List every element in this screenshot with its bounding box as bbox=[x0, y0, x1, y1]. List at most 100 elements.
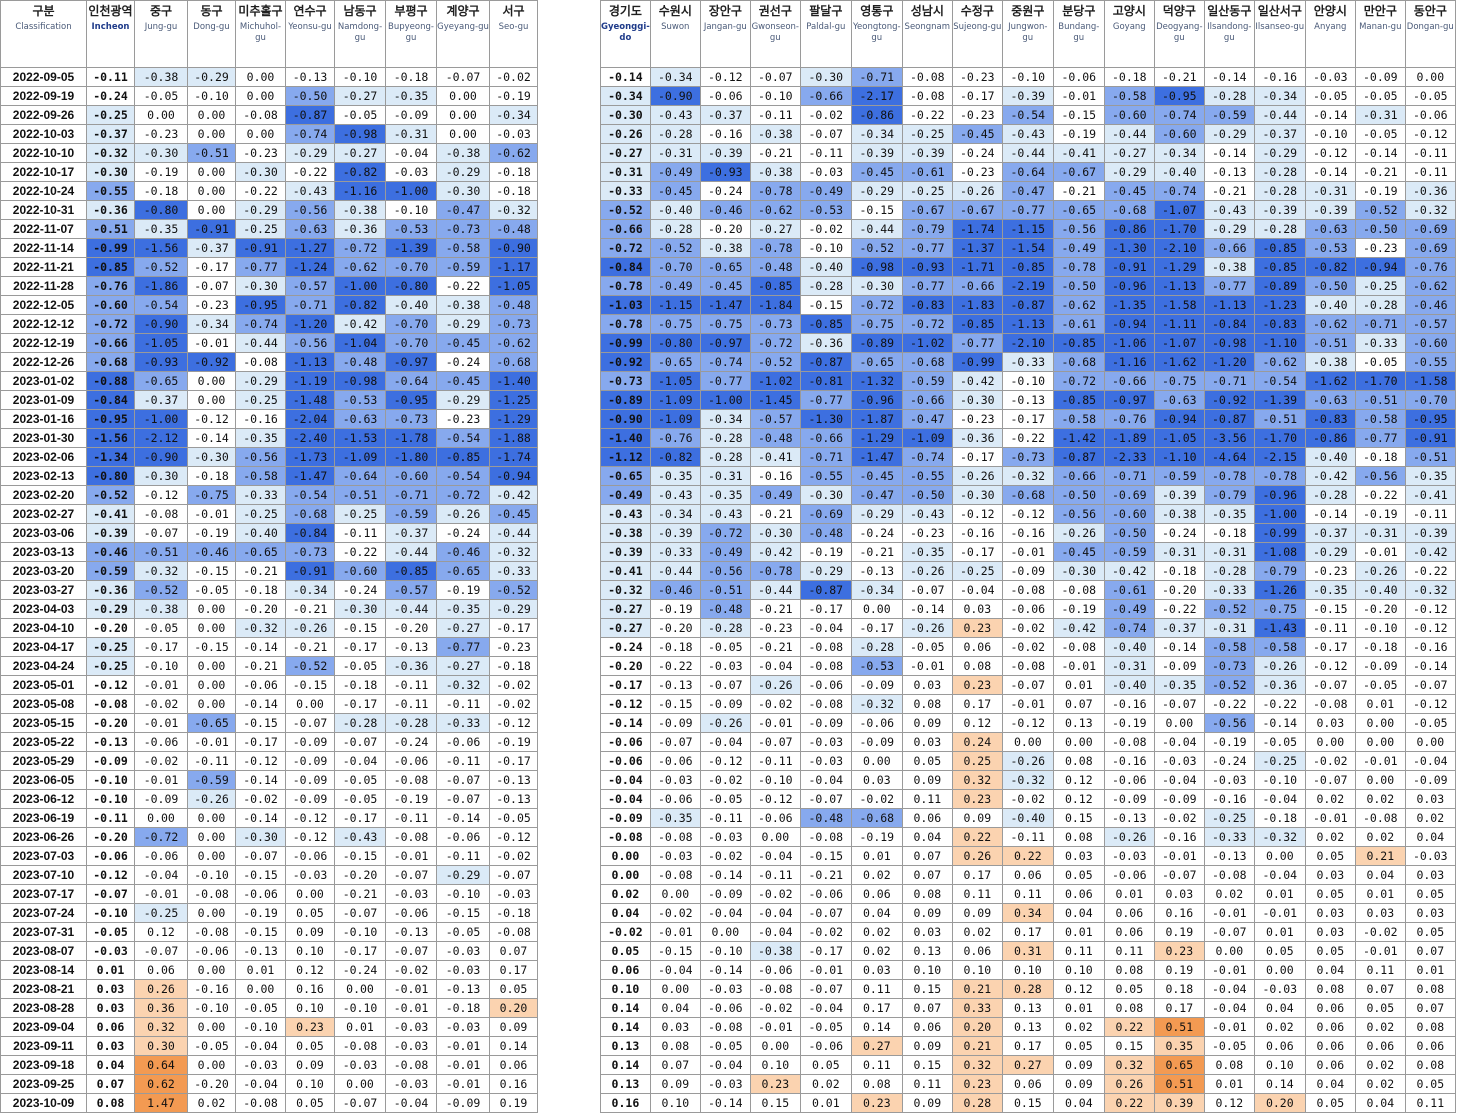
date-cell: 2023-05-15 bbox=[0, 713, 87, 733]
value-cell: -0.30 bbox=[235, 162, 286, 182]
value-cell: -0.45 bbox=[699, 276, 751, 296]
value-cell: -0.18 bbox=[489, 162, 538, 182]
value-cell: -0.34 bbox=[600, 86, 651, 106]
value-cell: -1.58 bbox=[1153, 295, 1205, 315]
value-cell: -0.19 bbox=[385, 789, 437, 809]
value-cell: -0.56 bbox=[285, 200, 335, 220]
value-cell: -0.08 bbox=[1052, 580, 1105, 600]
value-cell: -0.15 bbox=[235, 713, 286, 733]
value-cell: -0.03 bbox=[489, 884, 538, 904]
value-cell: 0.00 bbox=[187, 694, 236, 714]
value-cell: -0.73 bbox=[600, 371, 651, 391]
value-cell: 0.00 bbox=[749, 1036, 801, 1056]
value-cell: 0.07 bbox=[901, 846, 953, 866]
table-row: -0.31 -0.49 -0.93 -0.38 -0.03 -0.45 -0.61 -0.23… bbox=[600, 162, 1456, 182]
date-cell: 2023-06-26 bbox=[0, 827, 87, 847]
value-cell: -1.74 bbox=[951, 219, 1003, 239]
value-cell: -1.00 bbox=[699, 390, 751, 410]
date-cell: 2023-08-28 bbox=[0, 998, 87, 1018]
value-cell: 0.02 bbox=[1354, 1074, 1406, 1094]
value-cell: -0.17 bbox=[799, 941, 852, 961]
value-cell: -0.05 bbox=[334, 105, 386, 125]
value-cell: 0.08 bbox=[1404, 979, 1456, 999]
value-cell: -0.16 bbox=[1203, 789, 1255, 809]
value-cell: -0.72 bbox=[134, 827, 188, 847]
value-cell: 0.27 bbox=[1001, 1055, 1054, 1075]
value-cell: -0.09 bbox=[285, 751, 335, 771]
value-cell: -0.17 bbox=[951, 86, 1003, 106]
col-header-en: Jangan-gu bbox=[703, 22, 747, 32]
value-cell: -0.08 bbox=[1103, 732, 1155, 752]
value-cell: -0.01 bbox=[1203, 960, 1255, 980]
value-cell: -0.87 bbox=[1203, 409, 1255, 429]
value-cell: -0.40 bbox=[1103, 637, 1155, 657]
value-cell: -0.50 bbox=[1052, 485, 1105, 505]
value-cell: -0.72 bbox=[436, 485, 490, 505]
value-cell: -0.37 bbox=[1153, 618, 1205, 638]
value-cell: 0.12 bbox=[1052, 770, 1105, 790]
value-cell: -0.06 bbox=[649, 751, 701, 771]
value-cell: 0.32 bbox=[1103, 1055, 1155, 1075]
value-cell: -0.51 bbox=[134, 542, 188, 562]
value-cell: 0.01 bbox=[1052, 998, 1105, 1018]
value-cell: 0.02 bbox=[850, 941, 903, 961]
value-cell: 0.03 bbox=[1404, 903, 1456, 923]
value-cell: -0.45 bbox=[951, 124, 1003, 144]
table-row: -1.12 -0.82 -0.28 -0.41 -0.71 -1.47 -0.74 -0.17… bbox=[600, 447, 1456, 467]
value-cell: -0.05 bbox=[334, 770, 386, 790]
value-cell: 0.23 bbox=[951, 675, 1003, 695]
value-cell: -0.31 bbox=[1354, 523, 1406, 543]
value-cell: -0.49 bbox=[699, 542, 751, 562]
table-row: 2022-09-19 -0.24 -0.05 -0.10 0.00 -0.50 -0.27-… bbox=[0, 86, 538, 106]
value-cell: -0.38 bbox=[600, 523, 651, 543]
value-cell: 0.01 bbox=[850, 846, 903, 866]
value-cell: 0.02 bbox=[600, 884, 651, 904]
incheon-header-row: 구분 Classification 인천광역 Incheon 중구 Jung-gu 동구 Do… bbox=[0, 0, 538, 68]
value-cell: -0.10 bbox=[86, 903, 135, 923]
value-cell: -0.01 bbox=[385, 979, 437, 999]
value-cell: -0.29 bbox=[86, 599, 135, 619]
value-cell: -0.40 bbox=[1001, 808, 1054, 828]
value-cell: -0.35 bbox=[901, 542, 953, 562]
value-cell: -0.10 bbox=[187, 86, 236, 106]
value-cell: -0.49 bbox=[600, 485, 651, 505]
value-cell: -0.93 bbox=[134, 352, 188, 372]
value-cell: -0.38 bbox=[749, 162, 801, 182]
value-cell: -0.08 bbox=[901, 86, 953, 106]
value-cell: -0.93 bbox=[699, 162, 751, 182]
value-cell: 0.00 bbox=[850, 599, 903, 619]
value-cell: -0.19 bbox=[436, 580, 490, 600]
table-row: 2023-09-11 0.03 0.30 -0.05 -0.04 0.05 -0.08 -0.… bbox=[0, 1036, 538, 1056]
value-cell: -0.48 bbox=[489, 219, 538, 239]
date-cell: 2023-08-21 bbox=[0, 979, 87, 999]
value-cell: -0.64 bbox=[385, 371, 437, 391]
value-cell: 0.01 bbox=[1052, 922, 1105, 942]
value-cell: -0.24 bbox=[600, 637, 651, 657]
value-cell: -0.27 bbox=[600, 599, 651, 619]
value-cell: -0.07 bbox=[334, 732, 386, 752]
date-cell: 2022-10-17 bbox=[0, 162, 87, 182]
value-cell: 0.03 bbox=[1304, 713, 1356, 733]
value-cell: 0.05 bbox=[799, 1055, 852, 1075]
date-cell: 2023-09-25 bbox=[0, 1074, 87, 1094]
value-cell: -0.40 bbox=[1153, 162, 1205, 182]
table-row: 2023-09-04 0.06 0.32 0.00 -0.10 0.23 0.01 -0.03… bbox=[0, 1017, 538, 1037]
value-cell: -0.92 bbox=[1203, 390, 1255, 410]
value-cell: -0.11 bbox=[1404, 162, 1456, 182]
date-cell: 2022-12-05 bbox=[0, 295, 87, 315]
value-cell: -0.85 bbox=[1052, 333, 1105, 353]
value-cell: -0.09 bbox=[850, 675, 903, 695]
value-cell: -0.70 bbox=[385, 257, 437, 277]
value-cell: 0.04 bbox=[1304, 960, 1356, 980]
col-header-en: Gyeonggi-do bbox=[601, 22, 650, 43]
value-cell: -1.11 bbox=[1153, 314, 1205, 334]
value-cell: -0.45 bbox=[850, 466, 903, 486]
value-cell: -0.73 bbox=[1001, 447, 1054, 467]
date-cell: 2023-03-13 bbox=[0, 542, 87, 562]
value-cell: 0.07 bbox=[901, 865, 953, 885]
value-cell: -0.52 bbox=[489, 580, 538, 600]
value-cell: -1.70 bbox=[1253, 428, 1306, 448]
value-cell: -0.49 bbox=[1103, 599, 1155, 619]
value-cell: -1.02 bbox=[749, 371, 801, 391]
date-cell: 2023-03-06 bbox=[0, 523, 87, 543]
